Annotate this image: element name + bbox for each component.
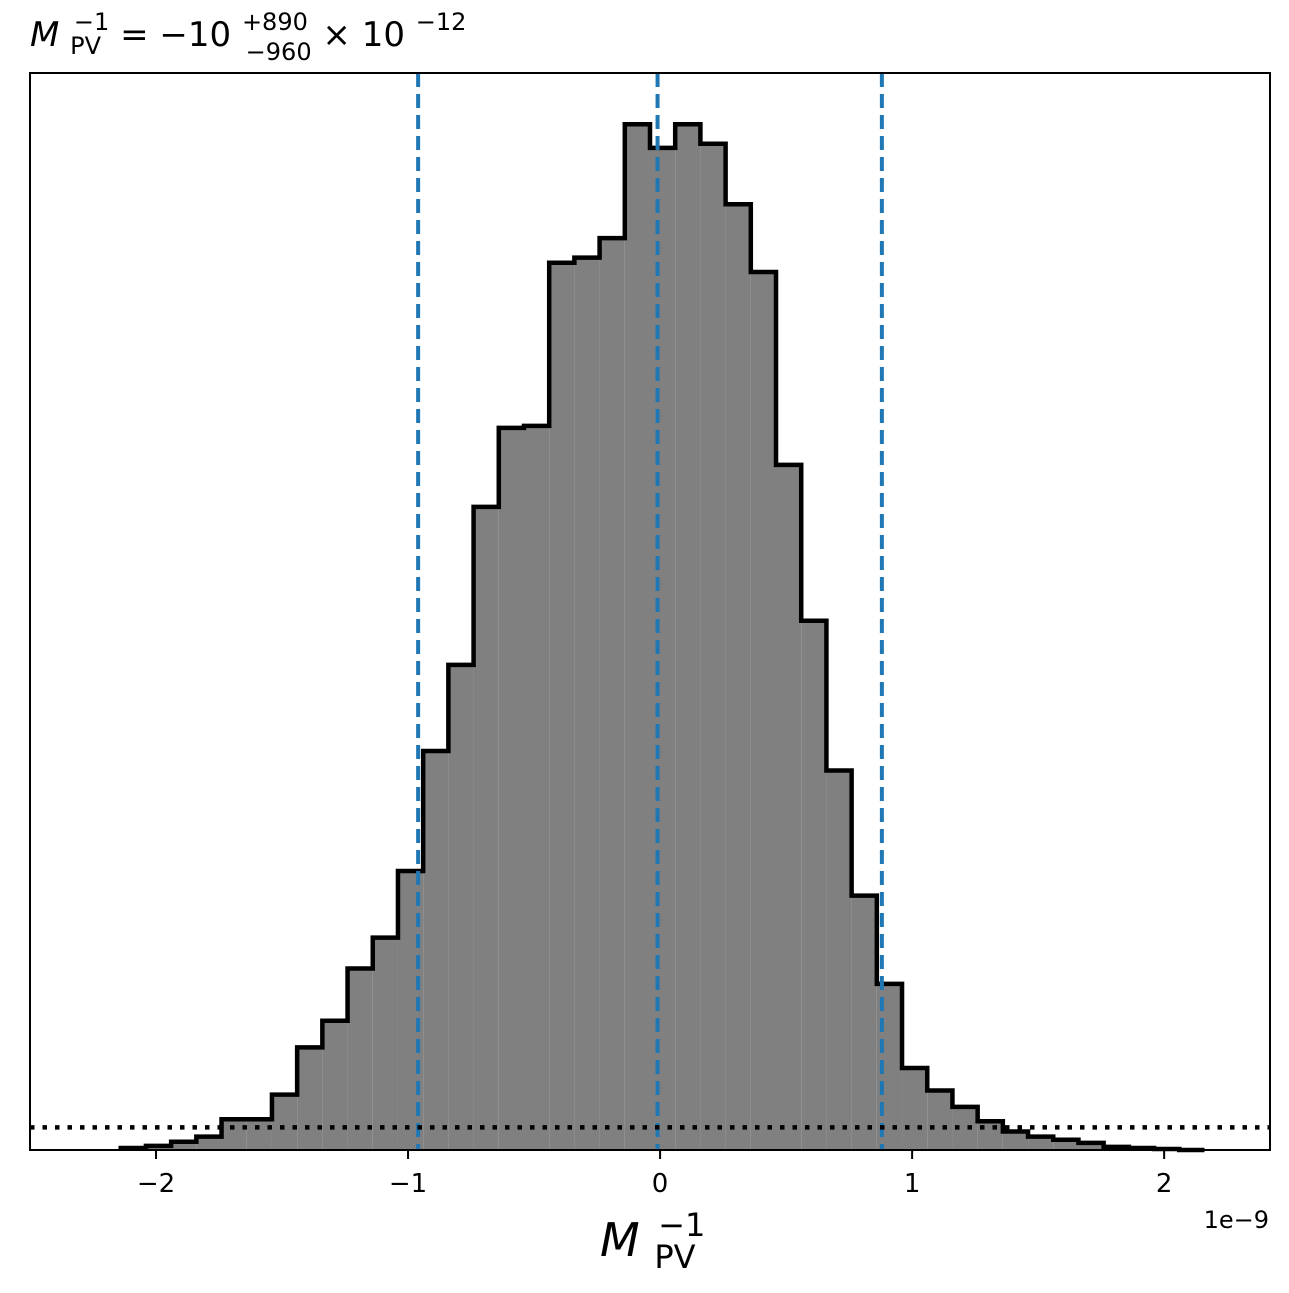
title-times: × xyxy=(322,15,361,55)
histogram-bar xyxy=(776,464,802,1150)
histogram-bar xyxy=(347,968,373,1150)
histogram-bar xyxy=(650,147,676,1150)
title-upper-err: +890 xyxy=(242,8,308,36)
x-tick-label: 1 xyxy=(904,1169,921,1199)
histogram-bar xyxy=(1028,1136,1054,1150)
histogram-bar xyxy=(902,1067,928,1150)
histogram-bar xyxy=(599,238,625,1150)
histogram-bar xyxy=(221,1119,247,1150)
credible-interval-lines xyxy=(416,73,884,1150)
histogram-bar xyxy=(725,204,751,1150)
histogram-bar xyxy=(246,1119,272,1150)
histogram-bar xyxy=(801,620,827,1150)
title-base: M xyxy=(30,15,59,55)
histogram-bar xyxy=(927,1090,953,1150)
title-sup: −1 xyxy=(74,8,109,36)
histogram-bar xyxy=(1078,1142,1104,1150)
histogram-bars xyxy=(118,122,1205,1153)
histogram-bar xyxy=(700,143,726,1150)
axes-frame xyxy=(29,72,1271,1151)
x-tick-label: −2 xyxy=(137,1169,175,1199)
title-equals: = xyxy=(120,15,159,55)
histogram-bar xyxy=(624,124,650,1150)
histogram-bar xyxy=(750,271,777,1150)
histogram-bar xyxy=(297,1047,323,1150)
histogram-bar xyxy=(322,1020,348,1150)
chart-title: M PV −1 = −10 +890 −960 × 10 −12 xyxy=(30,0,466,69)
x-tick-label: 2 xyxy=(1156,1169,1173,1199)
histogram-step-outline xyxy=(118,122,1205,1153)
x-axis-ticks: −2 −1 0 1 2 xyxy=(137,1150,1173,1199)
xlabel-sup: −1 xyxy=(658,1206,705,1244)
histogram-bar xyxy=(826,770,852,1150)
x-tick-label: −1 xyxy=(389,1169,427,1199)
title-sub: PV xyxy=(70,32,101,60)
histogram-bar xyxy=(523,425,550,1150)
x-axis-label: M PV −1 xyxy=(600,1206,710,1279)
histogram-bar xyxy=(498,427,524,1150)
title-exp: −12 xyxy=(416,8,467,36)
histogram-bar xyxy=(372,937,398,1150)
histogram-bar xyxy=(196,1136,222,1150)
xlabel-sub: PV xyxy=(654,1238,695,1276)
title-value: −10 xyxy=(159,15,231,55)
histogram-bar xyxy=(473,506,499,1150)
x-tick-label: 0 xyxy=(652,1169,669,1199)
histogram-bar xyxy=(574,257,600,1151)
histogram-bar xyxy=(1002,1131,1029,1150)
title-lower-err: −960 xyxy=(246,38,312,66)
histogram-bar xyxy=(448,664,474,1150)
histogram-bar xyxy=(271,1094,298,1150)
histogram-bar xyxy=(549,262,575,1150)
histogram-bar xyxy=(1053,1139,1079,1150)
x-offset-label: 1e−9 xyxy=(1204,1206,1269,1234)
histogram-bar xyxy=(675,124,701,1150)
histogram-bar xyxy=(171,1141,197,1150)
histogram-bar xyxy=(423,750,449,1150)
xlabel-base: M xyxy=(600,1213,640,1267)
title-exp-base: 10 xyxy=(362,15,405,55)
histogram-bar xyxy=(851,895,877,1150)
